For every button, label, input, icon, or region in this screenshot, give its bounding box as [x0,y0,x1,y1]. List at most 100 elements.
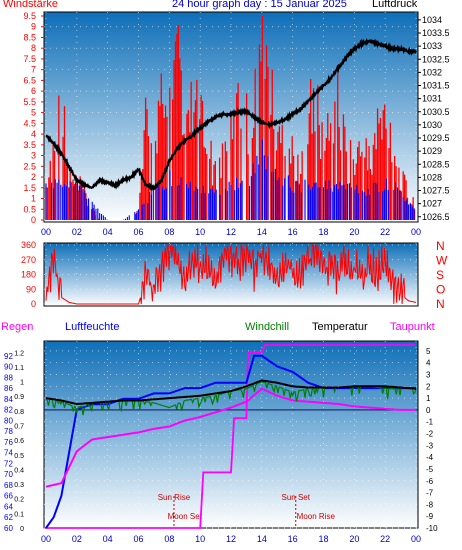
pressure-tick-label: 1032.5 [422,54,450,64]
temp-tick-label: 3 [426,371,431,380]
climate-x-tick-label: 22 [380,534,390,544]
rain-tick-label: 0.9 [14,394,24,401]
direction-tick-label: 90 [26,284,36,294]
sun-rise-label: Sun Rise [158,493,191,502]
temperature-label: Temperatur [312,321,368,333]
humidity-tick-label: 90 [4,363,13,372]
direction-tick-label: 180 [21,270,36,280]
pressure-tick-label: 1028.5 [422,159,450,169]
wind-avg-series [45,139,415,220]
pressure-tick-label: 1027 [422,199,442,209]
direction-compass-label: O [436,283,445,297]
direction-tick-label: 0 [31,299,36,309]
wind-label: Windstärke [3,0,59,10]
humidity-tick-label: 68 [4,481,13,490]
temp-tick-label: -3 [426,441,434,450]
rain-label: Regen [1,321,33,333]
pressure-tick-label: 1030 [422,120,442,130]
temp-tick-label: -8 [426,500,434,509]
wind-tick-label: 8 [31,43,36,53]
humidity-tick-label: 66 [4,492,13,501]
temp-tick-label: 0 [426,406,431,415]
wind-x-tick-label: 00 [411,227,421,237]
humidity-tick-label: 88 [4,373,13,382]
wind-x-tick-label: 08 [164,227,174,237]
pressure-tick-label: 1029.5 [422,133,450,143]
pressure-tick-label: 1031 [422,94,442,104]
humidity-tick-label: 84 [4,395,13,404]
pressure-tick-label: 1031.5 [422,81,450,91]
pressure-tick-label: 1028 [422,172,442,182]
temp-tick-label: 5 [426,347,431,356]
wind-x-tick-label: 04 [103,227,113,237]
wind-tick-label: 0.5 [23,204,36,214]
temperature-line [45,379,417,406]
humidity-line [45,354,416,529]
temp-tick-label: -10 [426,524,438,533]
windchill-label: Windchill [245,321,289,333]
dewpoint-label: Taupunkt [390,321,435,333]
pressure-label: Luftdruck [372,0,418,10]
climate-x-tick-label: 06 [133,534,143,544]
wind-x-tick-label: 20 [349,227,359,237]
wind-x-tick-label: 10 [195,227,205,237]
humidity-tick-label: 60 [4,524,13,533]
pressure-tick-label: 1034 [422,15,442,25]
humidity-tick-label: 70 [4,470,13,479]
rain-line [46,344,416,529]
humidity-tick-label: 86 [4,384,13,393]
humidity-tick-label: 78 [4,427,13,436]
temp-tick-label: -4 [426,453,434,462]
temp-tick-label: 4 [426,359,431,368]
humidity-tick-label: 80 [4,416,13,425]
wind-tick-label: 2 [31,172,36,182]
temp-tick-label: 1 [426,394,431,403]
humidity-tick-label: 92 [4,352,13,361]
climate-x-tick-label: 00 [41,534,51,544]
rain-tick-label: 1 [20,380,24,387]
wind-tick-label: 7 [31,65,36,75]
temp-tick-label: -2 [426,430,434,439]
wind-tick-label: 4 [31,129,36,139]
humidity-tick-label: 62 [4,513,13,522]
rain-tick-label: 0.8 [14,409,24,416]
pressure-tick-label: 1033.5 [422,28,450,38]
wind-tick-label: 2.5 [23,161,36,171]
wind-x-tick-label: 18 [318,227,328,237]
climate-x-tick-label: 12 [226,534,236,544]
temp-tick-label: 2 [426,382,431,391]
wind-tick-label: 0 [31,215,36,225]
humidity-tick-label: 76 [4,438,13,447]
wind-tick-label: 8.5 [23,32,36,42]
climate-x-tick-label: 18 [318,534,328,544]
climate-x-tick-label: 16 [288,534,298,544]
temp-tick-label: -1 [426,418,434,427]
climate-x-tick-label: 20 [349,534,359,544]
rain-tick-label: 1.1 [14,365,24,372]
climate-x-tick-label: 02 [72,534,82,544]
temp-tick-label: -9 [426,512,434,521]
wind-tick-label: 4.5 [23,118,36,128]
direction-compass-label: W [436,254,448,268]
climate-x-tick-label: 14 [257,534,267,544]
rain-tick-label: 0 [20,526,24,533]
sun-set-label: Sun Set [282,493,311,502]
rain-tick-label: 0.6 [14,438,24,445]
wind-tick-label: 6 [31,86,36,96]
pressure-tick-label: 1029 [422,146,442,156]
wind-tick-label: 3 [31,151,36,161]
pressure-tick-label: 1033 [422,41,442,51]
climate-x-tick-label: 04 [103,534,113,544]
pressure-tick-label: 1030.5 [422,107,450,117]
chart-title: 24 hour graph day : 15 Januar 2025 [172,0,347,10]
wind-x-tick-label: 00 [41,227,51,237]
humidity-tick-label: 72 [4,459,13,468]
humidity-tick-label: 82 [4,406,13,415]
temp-tick-label: -6 [426,477,434,486]
wind-x-tick-label: 16 [288,227,298,237]
wind-tick-label: 9.5 [23,11,36,21]
pressure-tick-label: 1027.5 [422,186,450,196]
rain-tick-label: 1.2 [14,350,24,357]
